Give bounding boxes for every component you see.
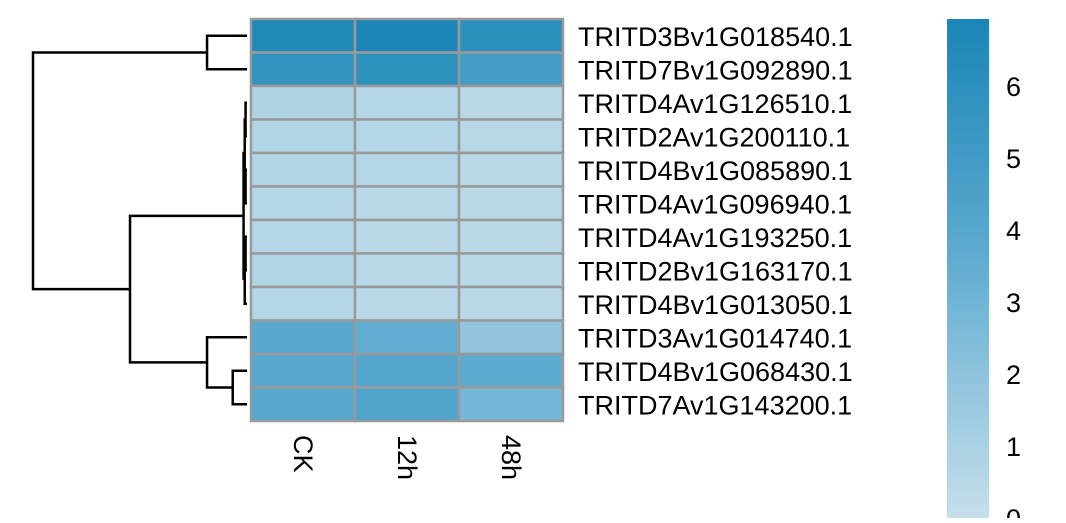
heatmap-cell	[353, 386, 461, 423]
heatmap-cell	[249, 319, 357, 356]
colorbar-tick-label: 0	[1006, 504, 1021, 518]
row-label: TRITD4Av1G126510.1	[578, 89, 852, 119]
column-label: CK	[288, 435, 318, 473]
row-label: TRITD7Bv1G092890.1	[578, 55, 853, 85]
colorbar-tick-label: 2	[1006, 360, 1021, 390]
dendrogram-branch	[242, 151, 245, 280]
row-label: TRITD4Av1G193250.1	[578, 223, 852, 253]
heatmap-cell	[457, 118, 565, 155]
dendrogram-branch	[205, 336, 247, 389]
dendrogram-branch	[31, 51, 208, 291]
heatmap-cell	[353, 285, 461, 322]
column-label: 12h	[392, 435, 422, 480]
heatmap-cell	[353, 185, 461, 222]
heatmap-cell	[353, 218, 461, 255]
row-label: TRITD4Bv1G013050.1	[578, 290, 853, 320]
row-label: TRITD3Av1G014740.1	[578, 323, 852, 353]
heatmap-cell	[353, 17, 461, 54]
heatmap-cell	[353, 319, 461, 356]
heatmap-cell	[457, 151, 565, 188]
heatmap-cell	[457, 352, 565, 389]
heatmap-cell	[249, 185, 357, 222]
dendrogram-branch	[128, 214, 244, 364]
heatmap-cell	[249, 51, 357, 88]
heatmap-cell	[457, 386, 565, 423]
heatmap-cell	[249, 118, 357, 155]
heatmap-cell	[353, 51, 461, 88]
dendrogram-branch	[231, 369, 247, 406]
heatmap-cell	[457, 285, 565, 322]
column-label: 48h	[496, 435, 526, 480]
heatmap-cell	[353, 151, 461, 188]
colorbar-tick-label: 4	[1006, 216, 1021, 246]
heatmap-cell	[457, 252, 565, 289]
heatmap-cell	[457, 17, 565, 54]
colorbar-tick-label: 3	[1006, 288, 1021, 318]
heatmap-cell	[457, 185, 565, 222]
heatmap-cell	[249, 218, 357, 255]
heatmap-cell	[457, 319, 565, 356]
row-label: TRITD3Bv1G018540.1	[578, 22, 853, 52]
heatmap-cell	[249, 252, 357, 289]
row-label: TRITD7Av1G143200.1	[578, 390, 852, 420]
heatmap-cell	[249, 285, 357, 322]
row-label: TRITD4Bv1G085890.1	[578, 156, 853, 186]
heatmap-cell	[457, 218, 565, 255]
heatmap-cell	[457, 84, 565, 121]
colorbar-tick-label: 6	[1006, 72, 1021, 102]
dendrogram-branch	[243, 118, 246, 188]
heatmap-cell	[353, 252, 461, 289]
heatmap-cell	[249, 352, 357, 389]
row-label: TRITD4Av1G096940.1	[578, 189, 852, 219]
heatmap-cell	[249, 386, 357, 423]
dendrogram-branch	[205, 34, 247, 71]
colorbar-tick-label: 1	[1006, 432, 1021, 462]
heatmap-cell	[249, 17, 357, 54]
heatmap-cell	[457, 51, 565, 88]
heatmap-cell	[249, 84, 357, 121]
row-label: TRITD2Av1G200110.1	[578, 122, 850, 152]
heatmap-cell	[353, 84, 461, 121]
heatmap-cell	[353, 118, 461, 155]
row-label: TRITD2Bv1G163170.1	[578, 256, 853, 286]
row-label: TRITD4Bv1G068430.1	[578, 357, 853, 387]
heatmap-cell	[353, 352, 461, 389]
colorbar-tick-label: 5	[1006, 144, 1021, 174]
heatmap-cell	[249, 151, 357, 188]
colorbar	[947, 19, 989, 518]
